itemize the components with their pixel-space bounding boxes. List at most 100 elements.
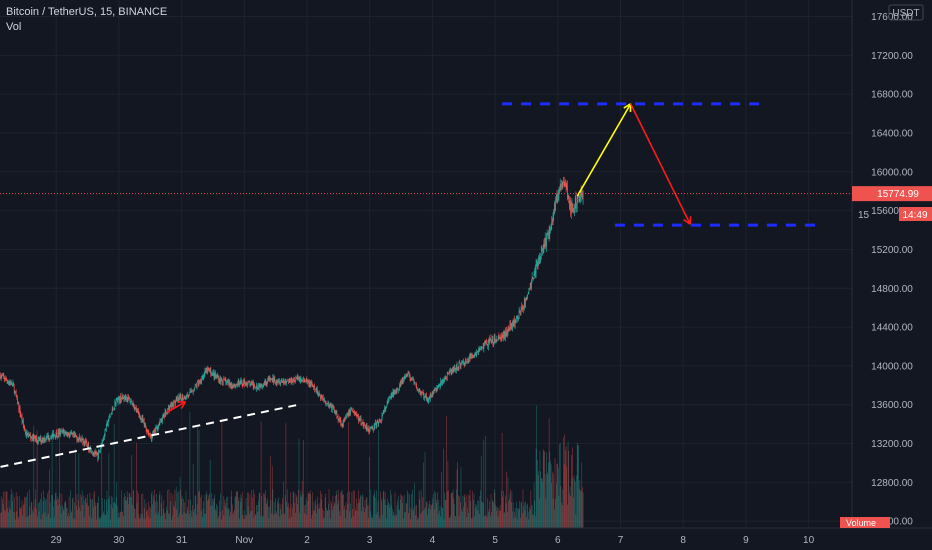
volume-bar [352, 490, 354, 528]
candle-body [353, 411, 355, 413]
volume-bar [77, 509, 78, 528]
candle-body [143, 420, 145, 425]
volume-bar [68, 513, 69, 528]
candle-body [577, 195, 579, 202]
volume-bar [511, 490, 513, 528]
volume-bar [39, 501, 40, 528]
price-scale[interactable] [852, 0, 932, 528]
candle-body [280, 382, 281, 384]
candle-body [155, 426, 157, 430]
volume-bar [525, 517, 527, 528]
candle-body [322, 397, 323, 398]
volume-bar [166, 506, 167, 528]
time-scale[interactable] [0, 528, 932, 550]
currency-box[interactable] [888, 4, 924, 21]
price-tick-7: 15200.00 [871, 245, 913, 256]
candle-body [85, 440, 86, 444]
candle-body [531, 276, 533, 281]
volume-bar [320, 499, 322, 528]
symbol-title[interactable]: Bitcoin / TetherUS, 15, BINANCE [6, 6, 168, 18]
volume-bar [271, 513, 272, 528]
volume-bar [542, 481, 543, 528]
candle-body [78, 438, 80, 441]
candle-body [418, 388, 419, 390]
candle-body [190, 390, 192, 392]
volume-bar [448, 490, 449, 528]
volume-bar [161, 495, 163, 528]
volume-bar [480, 455, 482, 528]
candle-body [501, 336, 502, 341]
volume-bar [114, 502, 116, 528]
volume-bar [551, 483, 553, 528]
volume-bar [290, 492, 291, 528]
candle-body [476, 351, 477, 355]
candle-body [281, 380, 283, 382]
volume-bar [58, 438, 60, 528]
candle-body [32, 434, 34, 441]
volume-bar [154, 489, 155, 528]
volume-bar [461, 509, 462, 528]
projection-arrow-down-head [683, 218, 691, 225]
volume-bar [537, 475, 539, 528]
candle-body [186, 394, 188, 397]
candle-body [490, 338, 492, 343]
candle-body [379, 420, 380, 422]
candle-body [432, 394, 434, 395]
volume-bar [477, 510, 479, 528]
candle-body [546, 233, 548, 236]
time-tick-8: 6 [555, 535, 561, 546]
volume-bar [392, 508, 393, 528]
volume-bar [160, 503, 162, 528]
candle-body [341, 423, 343, 425]
candle-body [554, 204, 555, 212]
candle-body [266, 382, 267, 385]
volume-bar [582, 492, 584, 528]
candle-body [343, 419, 345, 420]
candle-body [504, 332, 506, 337]
currency-label[interactable]: USDT [892, 8, 919, 19]
volume-bar [307, 500, 308, 528]
volume-bar [454, 504, 455, 528]
candle-body [355, 413, 357, 415]
indicator-label[interactable]: Vol [6, 21, 22, 33]
candle-body [468, 359, 470, 362]
drawings[interactable] [0, 102, 816, 468]
candle-body [18, 403, 20, 410]
volume-bar [53, 517, 55, 528]
volume-bar [294, 493, 296, 528]
volume-bar [391, 494, 393, 528]
candle-body [501, 336, 503, 337]
candle-body [533, 271, 535, 279]
candle-body [362, 422, 363, 424]
candle-body [154, 429, 155, 433]
candle-body [207, 367, 208, 373]
candle-body [162, 414, 164, 417]
volume-bar [45, 500, 46, 528]
volume-bar [437, 514, 439, 528]
volume-bar [166, 510, 168, 528]
volume-bar [38, 503, 39, 528]
volume-bar [492, 501, 494, 528]
volume-bar [184, 502, 185, 528]
volume-bar [422, 496, 423, 528]
volume-bar [433, 493, 434, 528]
volume-bar [499, 510, 500, 528]
volume-bar [70, 510, 72, 528]
volume-bar [13, 497, 15, 528]
candle-body [53, 435, 55, 438]
candle-body [507, 328, 509, 333]
candle-body [68, 435, 70, 437]
volume-bar [193, 511, 195, 528]
volume-bar [74, 518, 76, 528]
volume-bar [324, 517, 325, 528]
candle-body [52, 432, 54, 436]
volume-bar [168, 489, 170, 528]
volume-bar [197, 426, 199, 528]
volume-bar [439, 505, 441, 528]
candle-body [352, 410, 354, 412]
candle-body [87, 443, 89, 448]
volume-bar [503, 513, 505, 528]
volume-bar [83, 516, 85, 528]
candle-body [334, 410, 336, 413]
